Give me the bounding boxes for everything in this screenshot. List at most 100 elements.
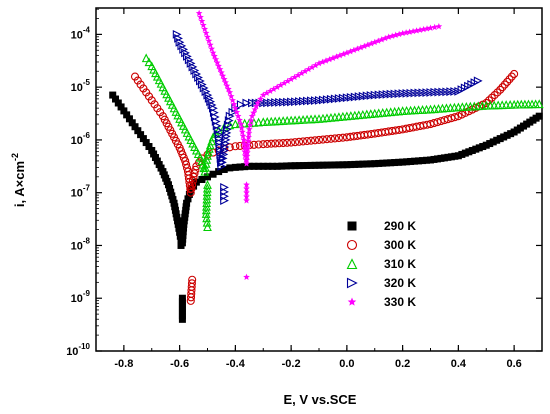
data-point	[141, 53, 151, 63]
data-point	[202, 217, 212, 227]
data-point	[500, 80, 509, 89]
data-point	[123, 111, 131, 119]
legend-label: 300 K	[384, 238, 416, 252]
data-point	[202, 213, 211, 223]
data-point	[181, 210, 189, 218]
data-point	[178, 315, 186, 323]
data-point	[330, 134, 339, 143]
data-point	[151, 154, 159, 162]
legend-item: 320 K	[346, 276, 416, 290]
data-point	[243, 181, 250, 188]
data-point	[287, 75, 295, 83]
data-point	[291, 138, 300, 147]
data-point	[150, 150, 158, 158]
data-point	[284, 77, 291, 85]
data-point	[375, 159, 383, 167]
data-point	[298, 69, 305, 77]
y-tick-label: 10-10	[66, 342, 90, 358]
data-point	[170, 199, 178, 207]
data-point	[169, 196, 177, 204]
data-point	[198, 176, 206, 183]
data-point	[291, 73, 298, 81]
legend-marker	[346, 258, 358, 270]
data-point	[187, 184, 196, 193]
data-point	[435, 22, 443, 30]
x-tick-label: 0.6	[506, 358, 521, 370]
data-point	[207, 100, 217, 110]
y-axis-title: i, A×cm-2	[10, 153, 27, 207]
x-axis-title: E, V vs.SCE	[284, 392, 357, 407]
data-point	[120, 107, 128, 115]
data-point	[371, 160, 379, 168]
data-point	[243, 189, 250, 196]
legend-marker	[346, 277, 358, 289]
data-point	[267, 139, 276, 148]
data-point	[403, 158, 411, 166]
data-point	[179, 228, 187, 236]
data-point	[411, 157, 419, 165]
series-290-k	[109, 91, 543, 323]
data-point	[215, 168, 223, 176]
data-point	[243, 185, 250, 192]
legend-marker	[347, 297, 357, 306]
data-point	[180, 220, 188, 228]
data-point	[250, 162, 258, 170]
data-point	[507, 72, 516, 81]
data-point	[240, 140, 248, 147]
data-point	[303, 137, 312, 146]
data-point	[493, 88, 502, 97]
data-point	[427, 24, 434, 31]
y-tick-label: 10-7	[71, 184, 91, 200]
data-point	[431, 23, 439, 31]
data-point	[303, 161, 311, 169]
data-point	[283, 138, 292, 147]
data-point	[244, 145, 251, 152]
data-point	[312, 61, 319, 69]
data-series	[109, 9, 544, 323]
data-point	[263, 139, 272, 148]
data-point	[125, 115, 133, 123]
data-point	[246, 121, 254, 128]
data-point	[299, 162, 307, 170]
data-point	[131, 123, 139, 131]
data-point	[188, 176, 197, 185]
x-tick-label: -0.2	[282, 358, 301, 370]
data-point	[339, 161, 347, 169]
x-tick-label: -0.8	[114, 358, 133, 370]
data-point	[359, 160, 367, 168]
data-point	[355, 160, 363, 168]
series-320-k	[172, 29, 483, 205]
data-point	[171, 206, 179, 214]
data-point	[269, 162, 277, 170]
data-point	[335, 161, 343, 169]
data-point	[178, 308, 186, 316]
data-point	[220, 183, 229, 192]
data-point	[180, 217, 188, 225]
data-point	[487, 93, 496, 102]
data-point	[245, 133, 252, 141]
data-point	[415, 157, 423, 165]
data-point	[239, 132, 247, 139]
data-point	[238, 124, 245, 131]
data-point	[310, 136, 320, 145]
data-point	[171, 203, 179, 211]
data-point	[243, 160, 250, 167]
data-point	[137, 131, 145, 139]
data-point	[166, 184, 174, 192]
data-point	[155, 161, 163, 169]
data-point	[243, 152, 251, 160]
data-point	[236, 100, 246, 109]
y-axis-title-main: i, A×cm	[12, 161, 27, 207]
data-point	[244, 137, 252, 145]
data-point	[174, 220, 182, 228]
legend-label: 290 K	[384, 219, 416, 233]
data-point	[270, 85, 278, 92]
data-point	[231, 142, 240, 151]
data-point	[308, 63, 316, 71]
data-point	[322, 135, 332, 144]
data-point	[307, 161, 315, 169]
data-point	[197, 80, 207, 89]
legend-item: 290 K	[347, 219, 416, 233]
data-point	[327, 161, 335, 169]
